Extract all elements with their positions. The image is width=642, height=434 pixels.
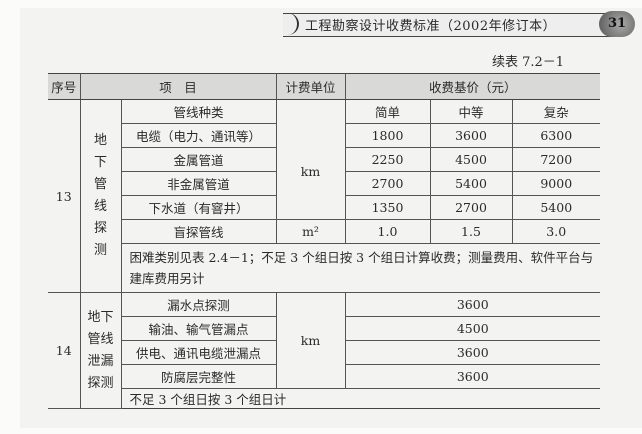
header-ribbon: [283, 13, 613, 37]
item-cell: 输油、输气管漏点: [121, 316, 277, 341]
value-cell: 2250: [344, 147, 431, 172]
table-row: 盲探管线 m² 1.0 1.5 3.0: [48, 219, 600, 244]
header-unit: 计费单位: [275, 73, 346, 100]
table-row: 13 地下管线探测 管线种类 简单 中等 复杂: [48, 99, 600, 293]
item-cell: 非金属管道: [121, 171, 277, 196]
level-cell: 中等: [429, 99, 513, 124]
header-ribbon-curl: [283, 13, 299, 35]
value-cell: 3.0: [511, 219, 600, 244]
table-row: 14 地下管线泄漏探测 漏水点探测 km 3600: [48, 292, 600, 409]
value-cell: 4500: [429, 147, 513, 172]
value-cell: 1.0: [344, 219, 431, 244]
header-seq: 序号: [48, 73, 81, 100]
value-cell: 3600: [344, 364, 600, 389]
book-title: 工程勘察设计收费标准（2002年修订本）: [305, 19, 557, 34]
value-cell: 1.5: [429, 219, 513, 244]
item-cell: 防腐层完整性: [121, 364, 277, 389]
item-cell: 下水道（有窨井）: [121, 195, 277, 220]
item-cell: 供电、通讯电缆泄漏点: [121, 340, 277, 365]
level-cell: 简单: [344, 99, 431, 124]
value-cell: 4500: [344, 316, 600, 341]
note-cell: 困难类别见表 2.4－1；不足 3 个组日按 3 个组日计算收费；测量费用、软件…: [121, 243, 600, 293]
value-cell: 3600: [344, 340, 600, 365]
table-row: 不足 3 个组日按 3 个组日计: [48, 388, 600, 409]
item-cell: 漏水点探测: [120, 292, 277, 317]
seq-cell: 14: [48, 292, 81, 409]
category-cell: 地下管线探测: [79, 99, 122, 293]
unit-cell: [275, 99, 346, 124]
table-row: 供电、通讯电缆泄漏点 3600: [48, 340, 600, 365]
table-row: 困难类别见表 2.4－1；不足 3 个组日按 3 个组日计算收费；测量费用、软件…: [48, 243, 600, 293]
item-cell: 电缆（电力、通讯等）: [121, 123, 277, 148]
seq-cell: 13: [48, 99, 81, 293]
note-cell: 不足 3 个组日按 3 个组日计: [121, 388, 600, 409]
item-cell: 金属管道: [121, 147, 277, 172]
unit-cell: km: [275, 123, 346, 220]
unit-cell: km: [275, 292, 346, 389]
table-row: 非金属管道 2700 5400 9000: [48, 171, 600, 196]
table-caption: 续表 7.2－1: [492, 55, 565, 70]
value-cell: 9000: [511, 171, 600, 196]
category-cell: 地下管线泄漏探测: [79, 292, 122, 409]
fee-table: 序号 项 目 计费单位 收费基价（元） 13 地下管线探测 管线种类 简单 中等…: [48, 73, 600, 409]
value-cell: 3600: [429, 123, 513, 148]
value-cell: 2700: [344, 171, 431, 196]
value-cell: 2700: [429, 195, 513, 220]
value-cell: 3600: [344, 292, 600, 317]
item-cell: 盲探管线: [121, 219, 277, 244]
value-cell: 7200: [511, 147, 600, 172]
unit-cell: m²: [275, 219, 346, 244]
table-row: 电缆（电力、通讯等） km 1800 3600 6300: [48, 123, 600, 220]
header-price: 收费基价（元）: [344, 73, 600, 100]
value-cell: 5400: [429, 171, 513, 196]
value-cell: 5400: [511, 195, 600, 220]
value-cell: 6300: [511, 123, 600, 148]
header-item: 项 目: [79, 73, 277, 100]
level-cell: 复杂: [511, 99, 600, 124]
value-cell: 1350: [344, 195, 431, 220]
value-cell: 1800: [344, 123, 431, 148]
item-cell: 管线种类: [120, 99, 277, 124]
page-number: 31: [599, 11, 635, 37]
